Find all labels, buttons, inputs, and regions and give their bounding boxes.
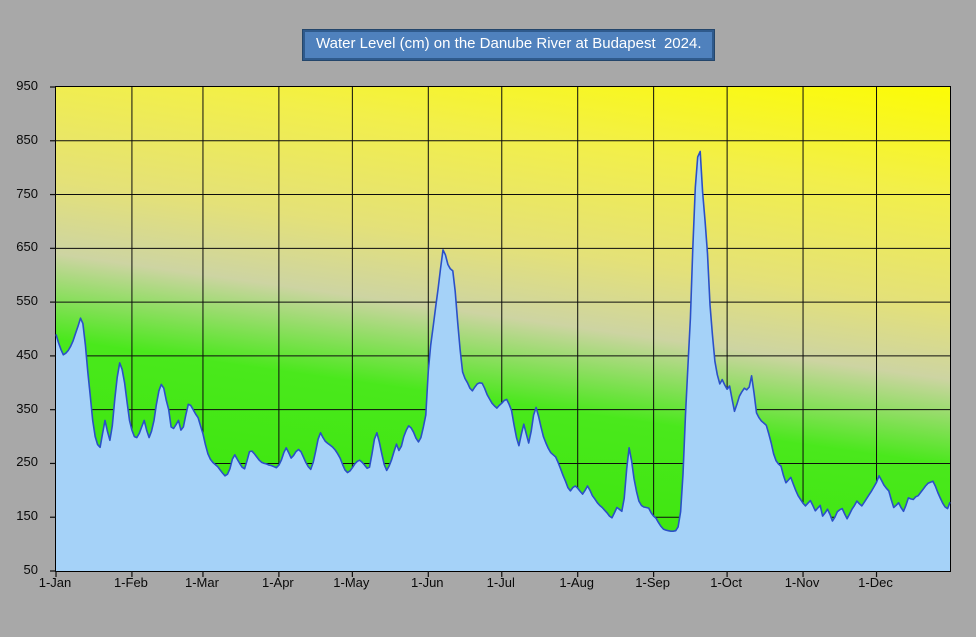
x-tick-label: 1-Nov xyxy=(784,575,820,590)
x-tick-label: 1-Feb xyxy=(113,575,148,590)
chart-title: Water Level (cm) on the Danube River at … xyxy=(303,30,715,60)
x-tick-label: 1-Jun xyxy=(411,575,444,590)
x-tick-label: 1-Oct xyxy=(710,575,742,590)
x-tick-label: 1-Sep xyxy=(635,575,670,590)
x-tick-label: 1-Mar xyxy=(184,575,219,590)
plot-svg xyxy=(50,86,951,577)
x-axis: 1-Jan 1-Feb 1-Mar 1-Apr 1-May 1-Jun 1-Jul 1-Aug… xyxy=(39,575,949,595)
water-level-line xyxy=(55,150,951,532)
x-tick-label: 1-Dec xyxy=(858,575,893,590)
x-tick-label: 1-Aug xyxy=(559,575,595,590)
x-tick-label: 1-May xyxy=(333,575,370,590)
y-tick-label: 450 xyxy=(16,346,38,362)
y-tick-label: 850 xyxy=(16,131,38,147)
y-tick-label: 150 xyxy=(16,508,38,524)
plot-area xyxy=(50,86,951,577)
x-tick-label: 1-Jul xyxy=(486,575,515,590)
y-tick-label: 950 xyxy=(16,78,38,93)
x-tick-label: 1-Jan xyxy=(38,575,72,590)
y-tick-label: 50 xyxy=(23,562,38,577)
y-tick-label: 650 xyxy=(16,239,38,255)
y-tick-label: 350 xyxy=(16,400,38,416)
water-level-area xyxy=(56,151,950,571)
y-tick-label: 250 xyxy=(16,454,38,470)
y-tick-label: 550 xyxy=(16,293,38,309)
x-tick-label: 1-Apr xyxy=(261,575,294,590)
y-tick-label: 750 xyxy=(16,185,38,201)
y-axis: 50 150 250 350 450 550 650 750 850 950 xyxy=(0,78,48,577)
